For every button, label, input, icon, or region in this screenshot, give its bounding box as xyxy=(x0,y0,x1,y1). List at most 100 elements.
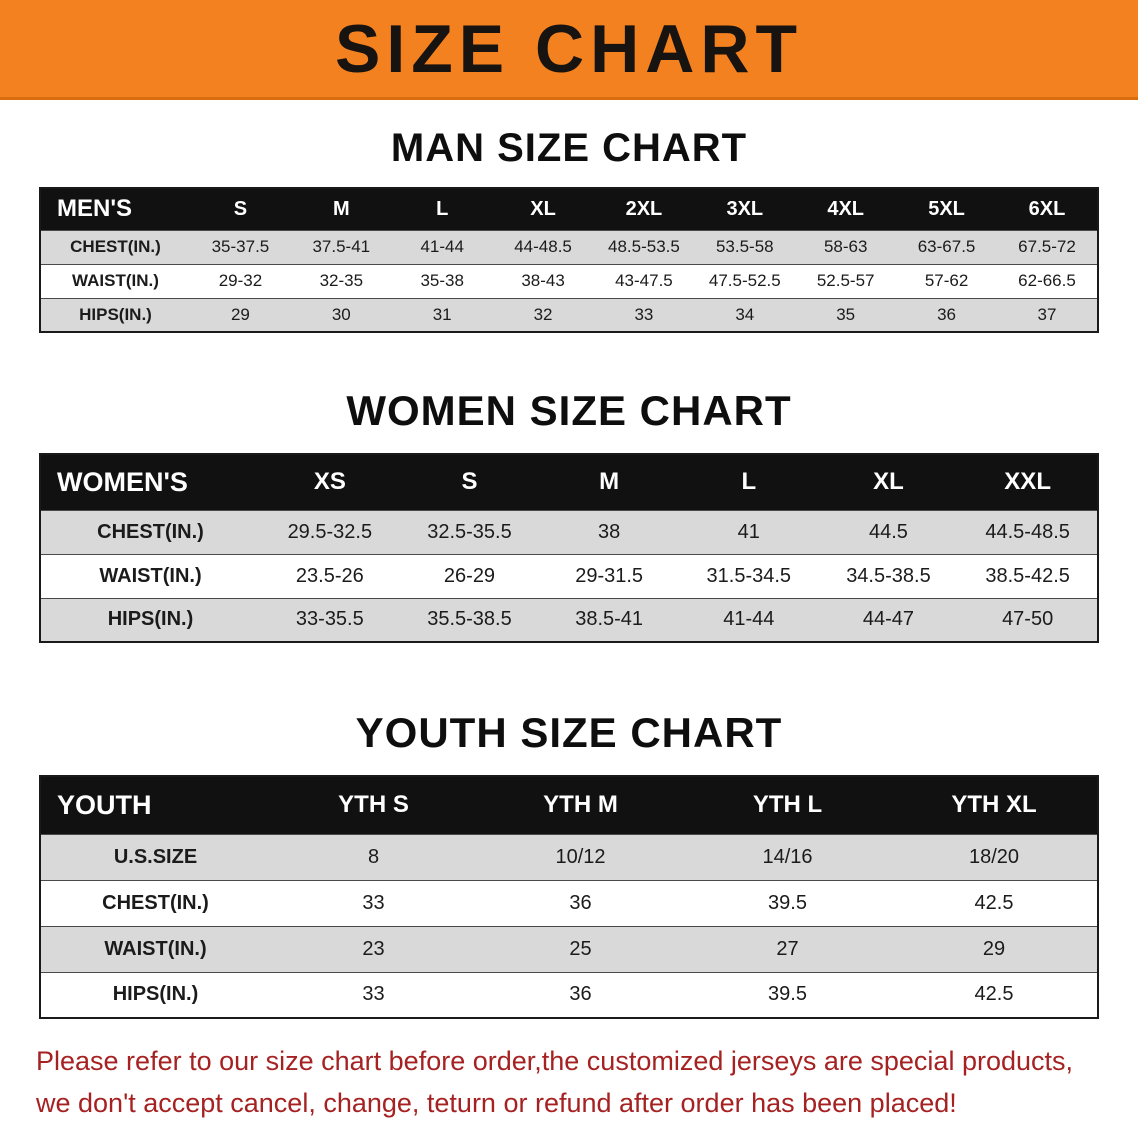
table-corner-label: MEN'S xyxy=(40,188,190,230)
table-cell: 8 xyxy=(270,833,477,880)
table-cell: 39.5 xyxy=(684,971,891,1018)
table-cell: 27 xyxy=(684,925,891,972)
table-cell: 44.5-48.5 xyxy=(958,509,1098,554)
table-cell: 29-31.5 xyxy=(539,553,679,598)
row-label: CHEST(IN.) xyxy=(40,229,190,264)
table-row: WAIST(IN.) 23.5-26 26-29 29-31.5 31.5-34.5 34… xyxy=(40,553,1098,598)
notice-line-1: Please refer to our size chart before or… xyxy=(36,1046,1074,1076)
table-cell: 41-44 xyxy=(678,597,819,642)
table-row: WAIST(IN.) 29-32 32-35 35-38 38-43 43-47.5 47.… xyxy=(40,263,1098,298)
table-cell: 23 xyxy=(270,925,477,972)
table-cell: 57-62 xyxy=(896,263,997,298)
table-cell: 67.5-72 xyxy=(997,229,1098,264)
row-label: WAIST(IN.) xyxy=(40,925,270,972)
table-corner-label: YOUTH xyxy=(40,776,270,834)
men-section-heading: MAN SIZE CHART xyxy=(390,126,748,170)
column-header: 5XL xyxy=(896,188,997,230)
table-row: HIPS(IN.) 29 30 31 32 33 34 35 36 37 xyxy=(40,297,1098,332)
youth-size-table: YOUTH YTH S YTH M YTH L YTH XL U.S.SIZE 8 10/12… xyxy=(39,775,1099,1019)
column-header: YTH S xyxy=(270,776,477,834)
table-cell: 33 xyxy=(270,971,477,1018)
table-cell: 36 xyxy=(477,971,684,1018)
row-label: CHEST(IN.) xyxy=(40,509,260,554)
size-chart-sections: MAN SIZE CHART MEN'S S M L XL 2XL 3XL 4XL 5XL 6XL C… xyxy=(0,126,1138,1019)
banner: SIZE CHART xyxy=(0,0,1138,100)
table-cell: 29-32 xyxy=(190,263,291,298)
table-cell: 48.5-53.5 xyxy=(593,229,695,264)
table-cell: 10/12 xyxy=(477,833,684,880)
table-cell: 44-47 xyxy=(818,597,959,642)
table-cell: 34 xyxy=(694,297,796,332)
table-cell: 25 xyxy=(477,925,684,972)
column-header: XL xyxy=(818,454,959,510)
table-row: U.S.SIZE 8 10/12 14/16 18/20 xyxy=(40,833,1098,880)
page-title: SIZE CHART xyxy=(335,10,803,87)
table-corner-label: WOMEN'S xyxy=(40,454,260,510)
youth-section-heading: YOUTH SIZE CHART xyxy=(355,709,783,756)
table-cell: 35.5-38.5 xyxy=(399,597,540,642)
table-row: HIPS(IN.) 33 36 39.5 42.5 xyxy=(40,971,1098,1018)
table-cell: 44.5 xyxy=(818,509,959,554)
table-cell: 62-66.5 xyxy=(997,263,1098,298)
table-cell: 38.5-41 xyxy=(539,597,679,642)
table-row: WAIST(IN.) 23 25 27 29 xyxy=(40,925,1098,972)
table-cell: 32 xyxy=(492,297,594,332)
table-cell: 29.5-32.5 xyxy=(260,509,400,554)
column-header: 4XL xyxy=(795,188,897,230)
table-cell: 32.5-35.5 xyxy=(399,509,540,554)
row-label: WAIST(IN.) xyxy=(40,553,260,598)
table-cell: 35 xyxy=(795,297,897,332)
column-header: XL xyxy=(492,188,594,230)
column-header: M xyxy=(539,454,679,510)
table-row: HIPS(IN.) 33-35.5 35.5-38.5 38.5-41 41-44 44-… xyxy=(40,597,1098,642)
table-row: CHEST(IN.) 35-37.5 37.5-41 41-44 44-48.5 48.5… xyxy=(40,229,1098,264)
column-header: L xyxy=(678,454,819,510)
table-cell: 36 xyxy=(896,297,997,332)
size-section-women: WOMEN SIZE CHART WOMEN'S XS S M L XL XXL CHEST(I… xyxy=(0,387,1138,643)
row-label: U.S.SIZE xyxy=(40,833,270,880)
column-header: 6XL xyxy=(997,188,1098,230)
table-cell: 53.5-58 xyxy=(694,229,796,264)
row-label: HIPS(IN.) xyxy=(40,971,270,1018)
table-cell: 29 xyxy=(891,925,1098,972)
men-size-table: MEN'S S M L XL 2XL 3XL 4XL 5XL 6XL CHEST(IN.) 35-37… xyxy=(39,187,1099,333)
table-cell: 30 xyxy=(290,297,392,332)
table-cell: 31 xyxy=(391,297,493,332)
table-cell: 35-37.5 xyxy=(190,229,291,264)
table-cell: 52.5-57 xyxy=(795,263,897,298)
table-cell: 33 xyxy=(270,879,477,926)
row-label: CHEST(IN.) xyxy=(40,879,270,926)
row-label: HIPS(IN.) xyxy=(40,297,190,332)
row-label: WAIST(IN.) xyxy=(40,263,190,298)
size-section-youth: YOUTH SIZE CHART YOUTH YTH S YTH M YTH L YTH … xyxy=(0,709,1138,1019)
table-cell: 31.5-34.5 xyxy=(678,553,819,598)
table-cell: 29 xyxy=(190,297,291,332)
table-cell: 23.5-26 xyxy=(260,553,400,598)
table-cell: 37.5-41 xyxy=(290,229,392,264)
table-cell: 33 xyxy=(593,297,695,332)
size-section-men: MAN SIZE CHART MEN'S S M L XL 2XL 3XL 4XL 5XL 6XL C… xyxy=(0,126,1138,333)
table-row: CHEST(IN.) 29.5-32.5 32.5-35.5 38 41 44.5 44.5… xyxy=(40,509,1098,554)
column-header: YTH L xyxy=(684,776,891,834)
table-cell: 63-67.5 xyxy=(896,229,997,264)
table-cell: 36 xyxy=(477,879,684,926)
table-cell: 33-35.5 xyxy=(260,597,400,642)
table-cell: 38-43 xyxy=(492,263,594,298)
women-section-heading: WOMEN SIZE CHART xyxy=(346,387,792,434)
column-header: XS xyxy=(260,454,400,510)
table-row: CHEST(IN.) 33 36 39.5 42.5 xyxy=(40,879,1098,926)
table-cell: 42.5 xyxy=(891,971,1098,1018)
table-cell: 41 xyxy=(678,509,819,554)
column-header: 3XL xyxy=(694,188,796,230)
column-header: L xyxy=(391,188,493,230)
table-cell: 38.5-42.5 xyxy=(958,553,1098,598)
table-cell: 43-47.5 xyxy=(593,263,695,298)
table-cell: 58-63 xyxy=(795,229,897,264)
table-cell: 47.5-52.5 xyxy=(694,263,796,298)
notice-line-2: we don't accept cancel, change, teturn o… xyxy=(36,1087,957,1118)
table-cell: 18/20 xyxy=(891,833,1098,880)
table-cell: 35-38 xyxy=(391,263,493,298)
table-header-row: MEN'S S M L XL 2XL 3XL 4XL 5XL 6XL xyxy=(40,188,1098,230)
table-cell: 14/16 xyxy=(684,833,891,880)
